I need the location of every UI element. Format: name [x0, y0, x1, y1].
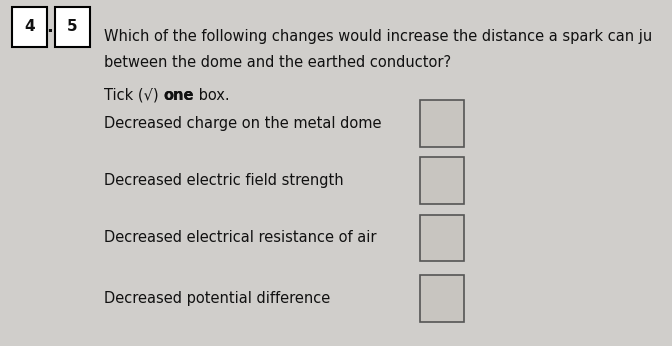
Text: one: one: [163, 88, 194, 103]
Bar: [55, 7, 90, 47]
Bar: [420, 215, 464, 261]
Text: Decreased charge on the metal dome: Decreased charge on the metal dome: [104, 116, 382, 131]
Text: Decreased potential difference: Decreased potential difference: [104, 291, 331, 306]
Text: between the dome and the earthed conductor?: between the dome and the earthed conduct…: [104, 55, 452, 70]
Text: Decreased electric field strength: Decreased electric field strength: [104, 173, 344, 188]
Bar: [420, 100, 464, 147]
Text: 4: 4: [24, 19, 35, 34]
Text: Tick (√): Tick (√): [104, 88, 163, 103]
Text: box.: box.: [194, 88, 230, 103]
Text: Which of the following changes would increase the distance a spark can ju: Which of the following changes would inc…: [104, 29, 653, 44]
Text: one: one: [163, 88, 194, 103]
Text: .: .: [46, 18, 53, 36]
Bar: [420, 275, 464, 322]
Text: 5: 5: [67, 19, 78, 34]
Bar: [420, 157, 464, 204]
Text: Decreased electrical resistance of air: Decreased electrical resistance of air: [104, 230, 377, 245]
Bar: [12, 7, 47, 47]
